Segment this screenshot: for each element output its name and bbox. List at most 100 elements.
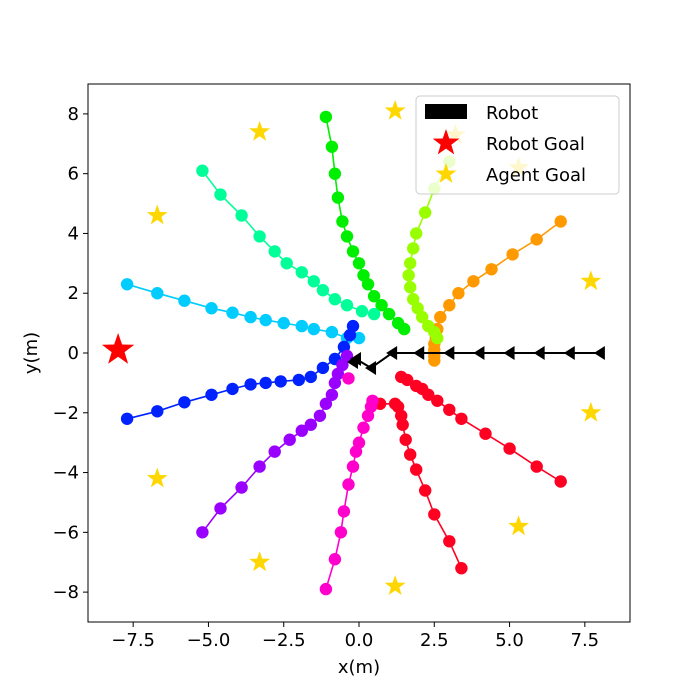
y-tick-label: −2 [52, 403, 79, 424]
trajectory-point [346, 319, 360, 333]
trajectory-point [307, 275, 320, 288]
trajectory-point [431, 331, 444, 345]
robot-marker [413, 346, 425, 360]
trajectory-point [259, 313, 272, 327]
trajectory-point [340, 299, 354, 312]
robot-goal-layer [101, 333, 135, 364]
trajectory-point [196, 164, 209, 177]
y-tick-label: 8 [68, 104, 79, 125]
robot-marker [473, 346, 485, 360]
legend-robot-goal-label: Robot Goal [486, 134, 585, 155]
trajectory-point [214, 502, 227, 515]
trajectory-point [402, 269, 415, 282]
trajectory-point [283, 433, 296, 446]
agent-goal-star [384, 99, 406, 120]
y-tick-label: −8 [52, 582, 79, 603]
x-tick-label: 7.5 [571, 630, 600, 651]
robot-marker [563, 346, 575, 360]
trajectory-point [346, 460, 360, 473]
trajectory-point [434, 310, 447, 324]
robot-marker [365, 360, 377, 375]
trajectory-point [319, 582, 333, 596]
trajectory-point [235, 209, 248, 222]
trajectory-point [214, 188, 227, 201]
legend: Robot Robot Goal Agent Goal [415, 95, 620, 195]
trajectory-point [428, 508, 441, 521]
trajectory-point [388, 397, 402, 410]
trajectory-point [151, 405, 164, 418]
trajectory-point [151, 287, 164, 300]
x-tick-label: −5.0 [187, 630, 231, 651]
trajectory-10 [342, 372, 355, 385]
trajectory-point [530, 460, 543, 473]
y-tick-label: 6 [68, 164, 79, 185]
trajectory-point [325, 140, 339, 153]
trajectory-point [407, 242, 420, 255]
trajectory-point [452, 287, 465, 300]
trajectory-point [120, 278, 134, 291]
legend-robot-swatch [425, 104, 467, 119]
trajectory-point [319, 110, 333, 124]
agent-goal-star [580, 401, 602, 422]
trajectory-point [280, 257, 293, 270]
trajectory-point [295, 266, 308, 279]
trajectory-point [485, 263, 498, 276]
trajectory-point [316, 284, 330, 297]
trajectory-point [319, 397, 333, 410]
agent-goal-star [249, 551, 271, 572]
robot-marker [503, 346, 515, 360]
y-ticks: −8 −6 −4 −2 0 2 4 6 8 [52, 104, 88, 603]
trajectory-point [268, 245, 281, 258]
trajectory-point [443, 299, 456, 312]
trajectory-point [120, 412, 134, 425]
trajectory-8 [196, 349, 354, 539]
y-tick-label: 2 [68, 283, 79, 304]
trajectory-point [443, 403, 456, 416]
trajectory-point [259, 376, 272, 390]
trajectory-point [235, 481, 248, 494]
trajectory-point [244, 310, 257, 324]
legend-agent-goal-star [435, 163, 457, 183]
trajectory-point [337, 505, 351, 518]
trajectory-point [554, 475, 567, 488]
trajectory-point [355, 305, 369, 318]
x-tick-label: 2.5 [420, 630, 449, 651]
trajectory-point [328, 293, 342, 306]
trajectory-point [313, 409, 327, 422]
series-layer [120, 110, 567, 596]
robot-marker [443, 346, 455, 360]
x-tick-label: −2.5 [262, 630, 306, 651]
y-axis-label: y(m) [21, 332, 42, 374]
trajectory-point [316, 361, 330, 375]
y-tick-label: −6 [52, 522, 79, 543]
trajectory-point [395, 370, 408, 384]
trajectory-point [399, 433, 412, 446]
trajectory-point [367, 307, 381, 321]
trajectory-point [328, 167, 342, 180]
y-tick-label: 4 [68, 223, 79, 244]
trajectory-point [410, 379, 423, 393]
trajectory-1 [395, 370, 567, 488]
trajectory-point [410, 463, 423, 476]
trajectory-point [382, 307, 396, 321]
trajectory-point [274, 375, 287, 388]
robot-marker [593, 346, 605, 360]
robot-marker [533, 346, 545, 360]
trajectory-point [467, 275, 480, 288]
legend-agent-goal-label: Agent Goal [486, 165, 586, 186]
trajectory-point [304, 370, 317, 384]
legend-star-shape [435, 163, 457, 183]
trajectory-point [325, 325, 339, 339]
trajectory-point [340, 349, 354, 363]
agent-goal-star [146, 204, 168, 225]
trajectory-point [352, 257, 366, 270]
x-tick-label: −7.5 [111, 630, 155, 651]
trajectory-point [367, 290, 381, 303]
trajectory-point [443, 535, 456, 548]
trajectory-point [404, 448, 417, 461]
trajectory-point [295, 319, 308, 333]
trajectory-point [307, 322, 320, 336]
trajectory-point [346, 245, 360, 258]
trajectory-point [375, 299, 388, 312]
